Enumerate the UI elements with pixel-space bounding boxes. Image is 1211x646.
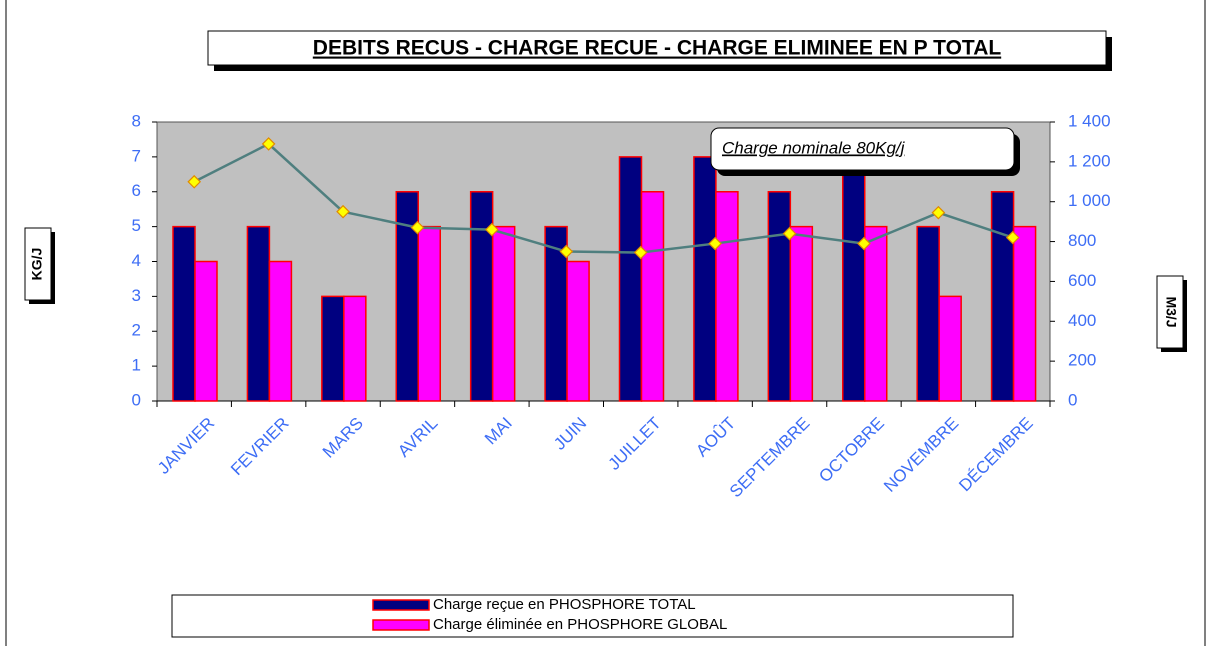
y2-tick-label: 1 000 — [1068, 191, 1111, 210]
bar — [640, 191, 665, 402]
chart-title: DEBITS RECUS - CHARGE RECUE - CHARGE ELI… — [313, 37, 1002, 60]
bar — [194, 260, 218, 402]
y-tick-label: 2 — [132, 321, 141, 340]
y-tick-label: 6 — [132, 181, 141, 200]
y2-tick-label: 800 — [1068, 231, 1096, 250]
y2label-box — [1156, 275, 1184, 349]
bar — [469, 191, 494, 402]
y2-tick-label: 200 — [1068, 351, 1096, 370]
x-tick-label: AVRIL — [394, 414, 441, 461]
bar — [343, 295, 367, 402]
y-axis-label: KG/J — [29, 248, 45, 281]
annotation-box — [710, 127, 1015, 171]
y2-axis-label: M3/J — [1163, 296, 1179, 327]
y-tick-label: 1 — [132, 356, 141, 375]
line-marker — [187, 174, 202, 189]
y2-tick-label: 400 — [1068, 311, 1096, 330]
bar — [1012, 225, 1037, 402]
legend-swatch — [372, 599, 430, 611]
y-tick-label: 3 — [132, 286, 141, 305]
y-tick-label: 7 — [132, 146, 141, 165]
bar — [789, 225, 814, 402]
x-tick-label: MAI — [481, 414, 516, 449]
bar — [246, 225, 271, 402]
bar — [566, 260, 590, 402]
bar — [938, 295, 962, 402]
line-marker — [261, 137, 276, 151]
line-marker — [336, 204, 350, 219]
line-marker — [410, 220, 425, 235]
line-marker — [485, 222, 499, 237]
annotation: Charge nominale 80Kg/j — [722, 138, 906, 157]
y2-tick-label: 0 — [1068, 390, 1077, 409]
bar — [864, 225, 888, 402]
y2-tick-label: 1 400 — [1068, 111, 1111, 130]
legend-label: Charge reçue en PHOSPHORE TOTAL — [433, 596, 696, 613]
x-tick-label: JUILLET — [605, 414, 665, 474]
line-marker — [708, 236, 722, 251]
bar — [916, 225, 940, 402]
y-tick-label: 0 — [132, 390, 141, 409]
x-tick-label: SEPTEMBRE — [726, 414, 814, 502]
bar — [767, 191, 792, 402]
x-tick-label: OCTOBRE — [815, 414, 888, 487]
x-tick-label: FEVRIER — [227, 414, 293, 480]
bar — [842, 156, 866, 402]
line-marker — [857, 236, 871, 251]
line-series — [193, 142, 1014, 254]
bar — [491, 225, 516, 402]
x-tick-label: DÉCEMBRE — [955, 414, 1037, 496]
ylabel-box — [24, 227, 52, 301]
x-tick-label: NOVEMBRE — [880, 414, 962, 496]
title-box — [207, 30, 1107, 66]
y-tick-label: 4 — [132, 251, 141, 270]
bar — [990, 191, 1015, 402]
bar — [618, 156, 643, 402]
bar — [417, 225, 441, 402]
line-marker — [559, 244, 574, 259]
bar — [268, 260, 293, 402]
line-marker — [782, 226, 797, 241]
legend-swatch — [372, 619, 430, 631]
legend-label: Charge éliminée en PHOSPHORE GLOBAL — [433, 616, 727, 633]
line-marker — [931, 205, 946, 220]
line-marker — [1005, 230, 1020, 245]
bar — [693, 156, 717, 402]
y2-tick-label: 600 — [1068, 271, 1096, 290]
x-tick-label: AOÛT — [692, 414, 739, 461]
bar — [172, 225, 196, 402]
legend-box — [171, 594, 1014, 638]
line-marker — [633, 245, 648, 260]
x-tick-label: JUIN — [550, 414, 590, 454]
bar — [715, 191, 739, 402]
x-tick-label: MARS — [319, 414, 367, 462]
y2-tick-label: 1 200 — [1068, 151, 1111, 170]
y-tick-label: 8 — [132, 111, 141, 130]
y-tick-label: 5 — [132, 216, 141, 235]
bar — [321, 295, 345, 402]
x-tick-label: JANVIER — [154, 414, 218, 478]
